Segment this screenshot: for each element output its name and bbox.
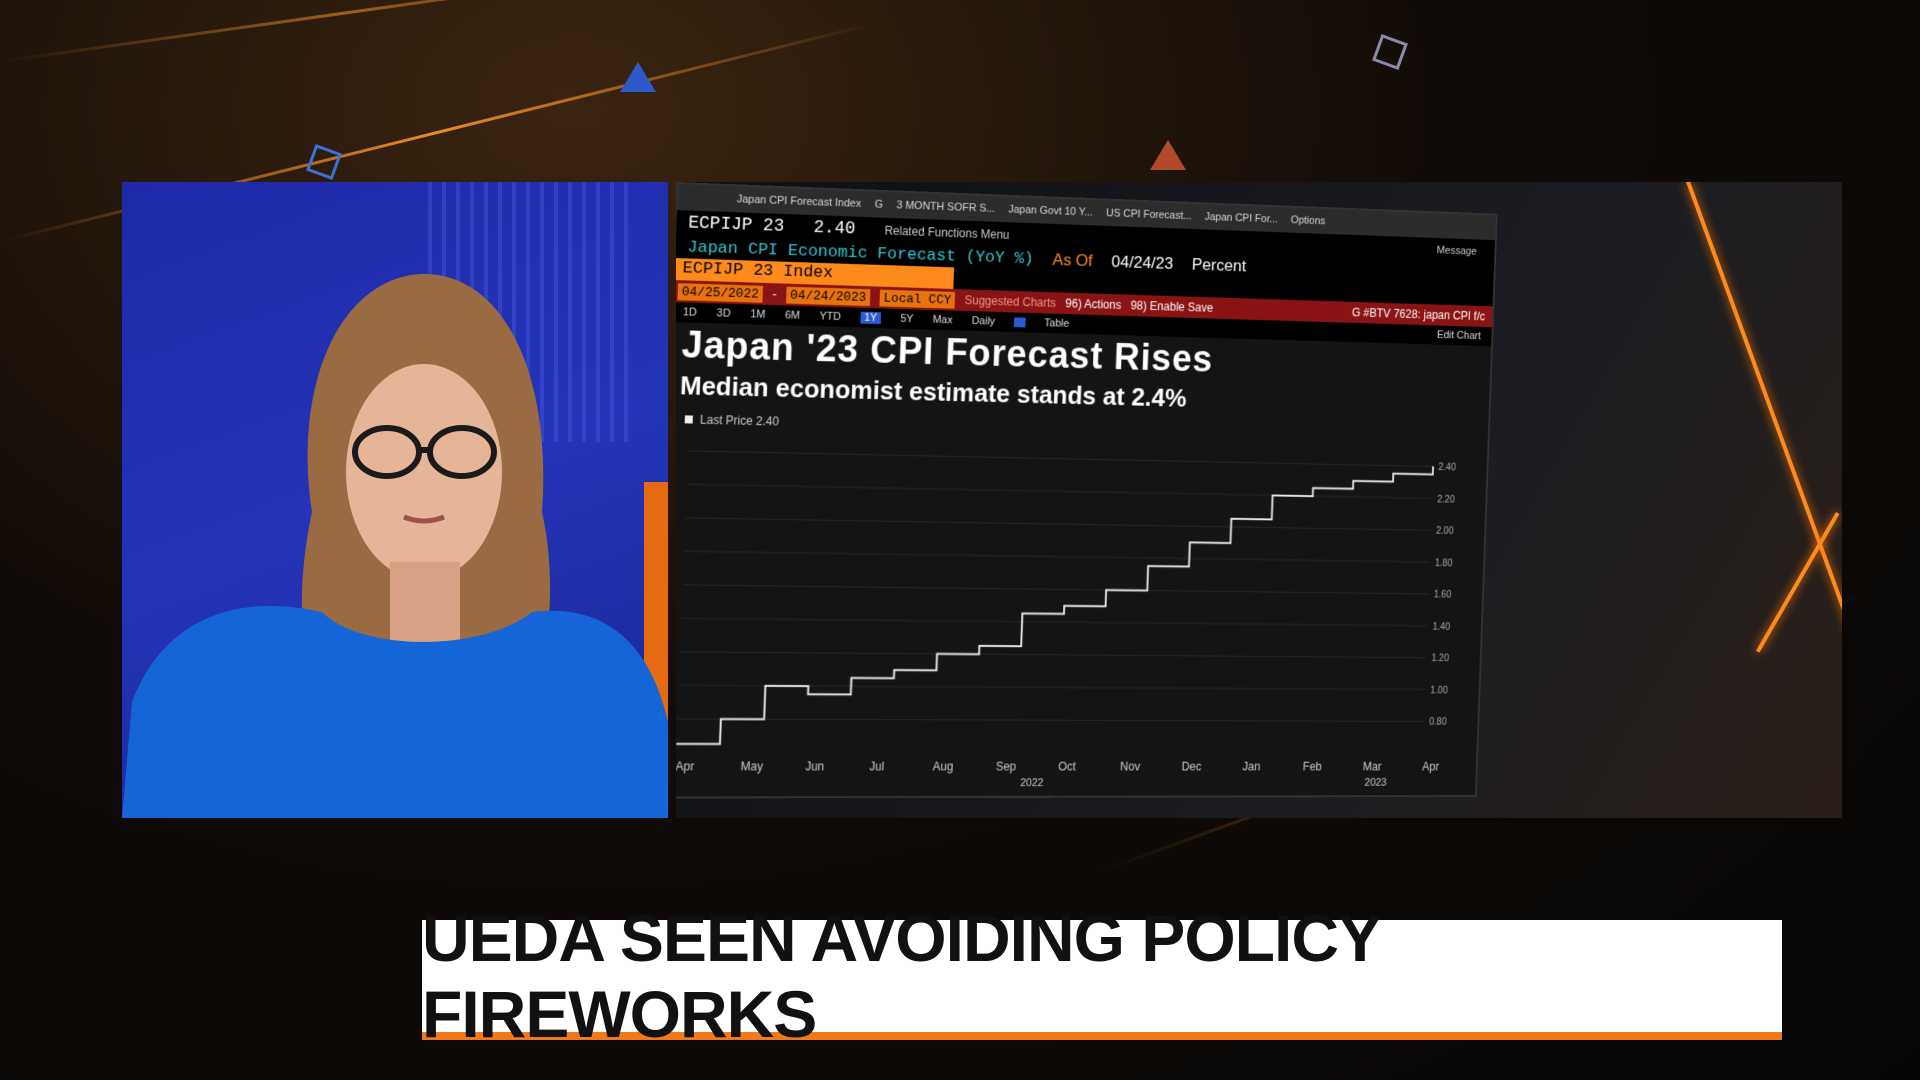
x-year-label: 2023 bbox=[1364, 777, 1387, 789]
suggested-charts-button[interactable]: Suggested Charts bbox=[964, 293, 1057, 310]
tab[interactable]: Japan Govt 10 Y... bbox=[1008, 203, 1094, 219]
command-line[interactable]: G #BTV 7628: japan CPI f/c bbox=[1351, 305, 1486, 324]
decorative-square-icon bbox=[1372, 34, 1408, 70]
edit-chart-button[interactable]: Edit Chart bbox=[1436, 329, 1481, 342]
wall-glow-line bbox=[1686, 182, 1842, 728]
bloomberg-terminal-screen: Japan CPI Forecast Index G 3 MONTH SOFR … bbox=[676, 182, 1498, 799]
period-max[interactable]: Max bbox=[932, 313, 953, 327]
anchor-video-panel bbox=[122, 182, 668, 818]
legend-label: Last Price 2.40 bbox=[699, 412, 780, 429]
enable-save-button[interactable]: 98) Enable Save bbox=[1130, 298, 1214, 315]
x-tick-label: Jun bbox=[805, 759, 824, 773]
lower-third-headline: UEDA SEEN AVOIDING POLICY FIREWORKS bbox=[422, 901, 1381, 1051]
x-tick-label: Oct bbox=[1058, 760, 1077, 774]
ticker-value: 2.40 bbox=[813, 218, 856, 240]
x-tick-label: Apr bbox=[676, 759, 694, 773]
tab[interactable]: Japan CPI Forecast Index bbox=[736, 193, 862, 210]
grid-line bbox=[686, 484, 1432, 498]
period-6m[interactable]: 6M bbox=[784, 309, 801, 322]
tab[interactable]: Japan CPI For... bbox=[1204, 211, 1279, 226]
y-tick-label: 1.20 bbox=[1431, 654, 1449, 665]
lower-third-banner: UEDA SEEN AVOIDING POLICY FIREWORKS bbox=[422, 901, 1782, 1051]
period-ytd[interactable]: YTD bbox=[819, 310, 842, 323]
anchor-figure bbox=[122, 273, 668, 818]
wall-glow-line bbox=[1756, 512, 1840, 653]
period-3d[interactable]: 3D bbox=[716, 307, 731, 320]
end-date-field[interactable]: 04/24/2023 bbox=[786, 286, 871, 306]
period-1m[interactable]: 1M bbox=[750, 308, 766, 321]
grid-line bbox=[681, 618, 1427, 625]
decorative-triangle-icon bbox=[1150, 140, 1186, 170]
grid-line bbox=[684, 551, 1430, 562]
table-button[interactable]: Table bbox=[1044, 317, 1070, 330]
data-point bbox=[676, 743, 677, 745]
glasses-icon bbox=[352, 425, 497, 479]
actions-button[interactable]: 96) Actions bbox=[1065, 296, 1122, 312]
x-tick-label: Apr bbox=[1422, 760, 1439, 773]
x-tick-label: Dec bbox=[1181, 760, 1201, 774]
grid-line bbox=[688, 451, 1433, 467]
grid-line bbox=[682, 585, 1428, 594]
period-1y[interactable]: 1Y bbox=[860, 311, 882, 325]
y-tick-label: 1.00 bbox=[1430, 686, 1448, 697]
tab[interactable]: G bbox=[874, 198, 884, 211]
y-tick-label: 1.60 bbox=[1434, 590, 1452, 601]
unit-label: Percent bbox=[1191, 255, 1247, 276]
y-tick-label: 1.80 bbox=[1435, 558, 1453, 569]
grid-line bbox=[680, 652, 1426, 658]
decorative-triangle-icon bbox=[620, 62, 656, 92]
x-tick-label: Jan bbox=[1242, 760, 1260, 774]
tab[interactable]: US CPI Forecast... bbox=[1105, 207, 1192, 223]
series-line-last-price bbox=[676, 451, 1433, 745]
y-tick-label: 1.40 bbox=[1432, 622, 1450, 633]
legend-swatch-icon bbox=[684, 415, 693, 424]
x-tick-label: Feb bbox=[1303, 760, 1323, 773]
x-tick-label: Mar bbox=[1363, 760, 1382, 773]
x-tick-label: Aug bbox=[933, 760, 954, 774]
y-tick-label: 0.80 bbox=[1429, 718, 1447, 729]
x-tick-label: Jul bbox=[869, 760, 884, 774]
message-button[interactable]: Message bbox=[1436, 244, 1477, 258]
x-tick-label: May bbox=[740, 759, 763, 773]
period-5y[interactable]: 5Y bbox=[900, 312, 914, 326]
as-of-label: As Of bbox=[1052, 250, 1094, 271]
tab[interactable]: 3 MONTH SOFR S... bbox=[896, 199, 996, 215]
currency-select[interactable]: Local CCY bbox=[879, 289, 956, 309]
cpi-line-chart: 2.40 2.20 2.00 1.80 1.60 1.40 1.20 1.00 0.80 Apr M… bbox=[676, 432, 1456, 789]
options-button[interactable]: Options bbox=[1290, 214, 1326, 228]
ticker-symbol: ECPIJP 23 bbox=[687, 213, 785, 237]
related-functions-menu[interactable]: Related Functions Menu bbox=[884, 223, 1010, 242]
start-date-field[interactable]: 04/25/2022 bbox=[677, 282, 764, 303]
y-tick-label: 2.00 bbox=[1436, 526, 1454, 537]
video-wall-panel: Japan CPI Forecast Index G 3 MONTH SOFR … bbox=[676, 182, 1842, 818]
y-tick-label: 2.40 bbox=[1438, 463, 1456, 474]
chart-type-icon[interactable] bbox=[1013, 317, 1026, 328]
y-tick-label: 2.20 bbox=[1437, 495, 1455, 506]
decorative-square-icon bbox=[306, 144, 342, 180]
frequency-select[interactable]: Daily bbox=[971, 315, 996, 328]
grid-line bbox=[685, 518, 1431, 530]
period-1d[interactable]: 1D bbox=[682, 306, 698, 319]
as-of-date: 04/24/23 bbox=[1111, 252, 1174, 273]
light-streak bbox=[0, 0, 694, 63]
grid-line bbox=[677, 719, 1423, 722]
x-year-label: 2022 bbox=[1020, 777, 1044, 789]
x-tick-label: Sep bbox=[996, 760, 1017, 774]
x-tick-label: Nov bbox=[1120, 760, 1140, 774]
